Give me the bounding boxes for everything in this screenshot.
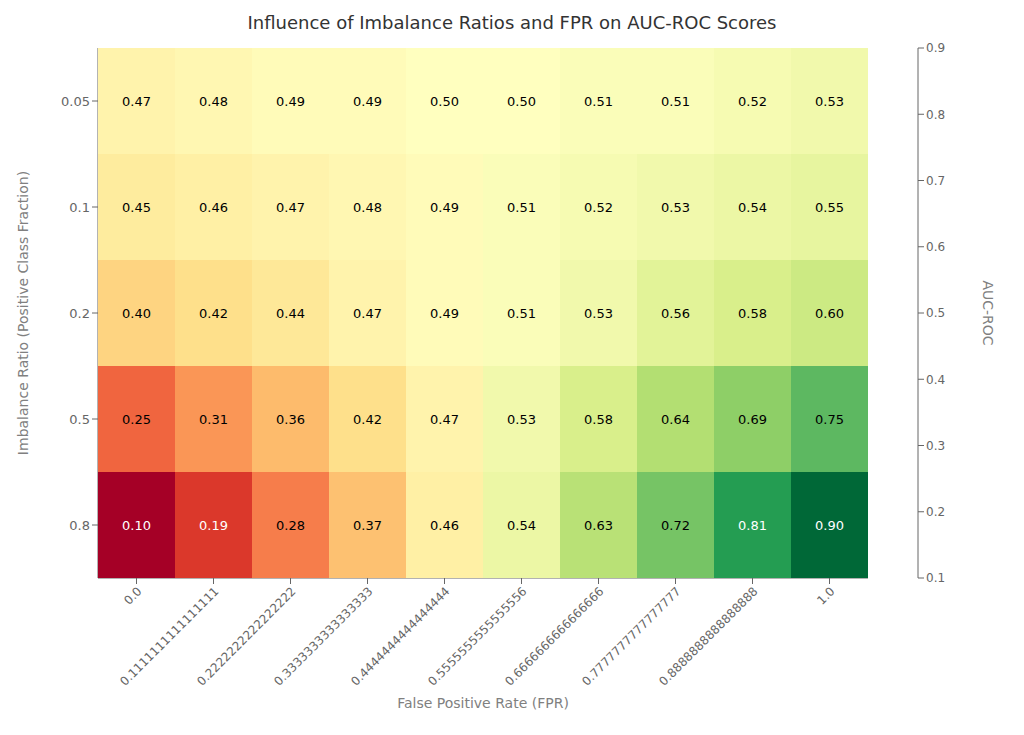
svg-text:0.5: 0.5	[926, 306, 945, 320]
svg-text:0.45: 0.45	[122, 200, 151, 215]
svg-text:0.05: 0.05	[61, 94, 90, 109]
svg-text:0.53: 0.53	[584, 306, 613, 321]
svg-text:0.50: 0.50	[430, 94, 459, 109]
svg-text:0.28: 0.28	[276, 518, 305, 533]
svg-text:0.50: 0.50	[507, 94, 536, 109]
svg-text:0.49: 0.49	[430, 306, 459, 321]
svg-text:0.19: 0.19	[199, 518, 228, 533]
svg-text:0.4444444444444444: 0.4444444444444444	[348, 584, 453, 689]
svg-text:0.8888888888888888: 0.8888888888888888	[656, 584, 760, 688]
svg-text:0.25: 0.25	[122, 412, 151, 427]
svg-text:0.52: 0.52	[584, 200, 613, 215]
svg-text:0.47: 0.47	[276, 200, 305, 215]
svg-text:1.0: 1.0	[814, 584, 837, 607]
svg-text:0.51: 0.51	[584, 94, 613, 109]
svg-text:False Positive Rate (FPR): False Positive Rate (FPR)	[397, 695, 569, 711]
svg-text:0.9: 0.9	[926, 41, 945, 55]
svg-text:0.31: 0.31	[199, 412, 228, 427]
svg-text:0.5555555555555556: 0.5555555555555556	[425, 584, 530, 689]
svg-text:0.2: 0.2	[926, 505, 945, 519]
svg-text:0.4: 0.4	[926, 373, 945, 387]
svg-text:0.51: 0.51	[507, 200, 536, 215]
svg-text:0.51: 0.51	[661, 94, 690, 109]
svg-text:0.7777777777777777: 0.7777777777777777	[579, 584, 684, 689]
svg-text:0.63: 0.63	[584, 518, 613, 533]
svg-text:0.2222222222222222: 0.2222222222222222	[194, 584, 299, 689]
svg-text:0.1: 0.1	[926, 571, 945, 585]
html-text:Influence of Imbalance Ratios: Influence of Imbalance Ratios and FPR on…	[247, 12, 777, 33]
svg-text:0.36: 0.36	[276, 412, 305, 427]
svg-text:0.47: 0.47	[122, 94, 151, 109]
svg-text:0.40: 0.40	[122, 306, 151, 321]
svg-text:0.5: 0.5	[69, 412, 90, 427]
svg-text:0.60: 0.60	[815, 306, 844, 321]
svg-text:Imbalance Ratio (Positive Clas: Imbalance Ratio (Positive Class Fraction…	[15, 171, 31, 455]
svg-text:0.53: 0.53	[661, 200, 690, 215]
svg-text:0.46: 0.46	[430, 518, 459, 533]
svg-text:0.48: 0.48	[353, 200, 382, 215]
svg-text:0.10: 0.10	[122, 518, 151, 533]
svg-text:0.53: 0.53	[507, 412, 536, 427]
svg-text:0.58: 0.58	[738, 306, 767, 321]
svg-text:0.54: 0.54	[507, 518, 536, 533]
svg-text:0.44: 0.44	[276, 306, 305, 321]
svg-text:0.46: 0.46	[199, 200, 228, 215]
svg-text:0.64: 0.64	[661, 412, 690, 427]
svg-text:0.6666666666666666: 0.6666666666666666	[502, 584, 607, 689]
svg-text:0.6: 0.6	[926, 240, 945, 254]
svg-text:0.51: 0.51	[507, 306, 536, 321]
svg-text:0.58: 0.58	[584, 412, 613, 427]
svg-text:0.53: 0.53	[815, 94, 844, 109]
svg-text:0.75: 0.75	[815, 412, 844, 427]
svg-text:0.8: 0.8	[69, 518, 90, 533]
svg-text:0.2: 0.2	[69, 306, 90, 321]
svg-text:0.0: 0.0	[121, 584, 144, 607]
svg-text:0.90: 0.90	[815, 518, 844, 533]
svg-text:0.52: 0.52	[738, 94, 767, 109]
svg-text:0.42: 0.42	[353, 412, 382, 427]
svg-text:0.1111111111111111: 0.1111111111111111	[117, 584, 222, 689]
svg-text:0.55: 0.55	[815, 200, 844, 215]
svg-text:0.49: 0.49	[353, 94, 382, 109]
svg-text:0.49: 0.49	[430, 200, 459, 215]
svg-text:0.47: 0.47	[353, 306, 382, 321]
svg-text:0.47: 0.47	[430, 412, 459, 427]
svg-text:0.1: 0.1	[69, 200, 90, 215]
svg-text:0.48: 0.48	[199, 94, 228, 109]
svg-text:AUC-ROC: AUC-ROC	[980, 280, 996, 345]
svg-text:0.72: 0.72	[661, 518, 690, 533]
svg-text:0.49: 0.49	[276, 94, 305, 109]
svg-text:0.3333333333333333: 0.3333333333333333	[271, 584, 376, 689]
svg-text:0.3: 0.3	[926, 439, 945, 453]
svg-text:0.37: 0.37	[353, 518, 382, 533]
svg-text:0.7: 0.7	[926, 174, 945, 188]
svg-text:0.8: 0.8	[926, 108, 945, 122]
svg-text:0.42: 0.42	[199, 306, 228, 321]
svg-text:0.81: 0.81	[738, 518, 767, 533]
svg-text:0.56: 0.56	[661, 306, 690, 321]
svg-text:0.54: 0.54	[738, 200, 767, 215]
svg-text:0.69: 0.69	[738, 412, 767, 427]
